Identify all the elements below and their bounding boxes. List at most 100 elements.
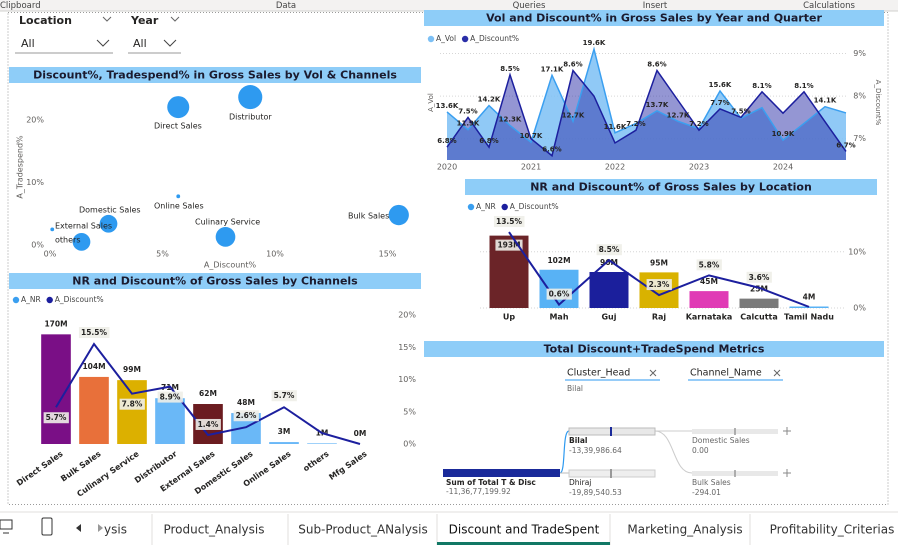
tree-root-bar[interactable] <box>443 469 560 477</box>
y2-tick-label: 10% <box>398 375 416 384</box>
ribbon-group-label: Queries <box>513 1 546 11</box>
page-tab[interactable]: Profitability_Criterias <box>770 523 895 537</box>
bar-label: 3M <box>278 427 291 436</box>
data-label: 10.7K <box>520 132 543 140</box>
title-bar <box>9 67 421 83</box>
legend-label: A_Discount% <box>470 34 519 43</box>
bar-label: 96M <box>600 258 618 267</box>
page-tab[interactable]: ysis <box>104 523 127 537</box>
next-page-icon[interactable] <box>98 524 103 532</box>
discount-label: 3.6% <box>749 273 770 282</box>
y-tick-label: 0% <box>31 241 44 250</box>
data-label: 6.6% <box>542 146 561 154</box>
expand-icon[interactable] <box>783 427 791 435</box>
data-label: 7.2% <box>626 120 645 128</box>
x-tick-label: 0% <box>44 250 57 259</box>
bar <box>307 443 337 444</box>
slicer-chevron[interactable] <box>102 16 112 22</box>
y-tick-label: 20% <box>26 116 44 125</box>
discount-label: 5.7% <box>46 413 67 422</box>
y2-axis-title: A_Discount% <box>874 80 882 126</box>
tree-node-value: -294.01 <box>692 488 721 497</box>
discount-line <box>55 342 361 445</box>
bar-label: 170M <box>44 319 67 328</box>
page-tab[interactable]: Marketing_Analysis <box>627 523 742 537</box>
x-tick-label: 2024 <box>773 163 793 172</box>
y-axis-title: A_Vol <box>427 93 435 112</box>
level-header[interactable]: Channel_Name <box>690 368 762 379</box>
prev-page-icon[interactable] <box>76 524 81 532</box>
x-tick-label: Mah <box>549 313 568 322</box>
x-tick-label: Tamil Nadu <box>784 313 834 322</box>
discount-label: 1.4% <box>198 420 219 429</box>
discount-label: 5.8% <box>699 260 720 269</box>
page-tab[interactable]: Discount and TradeSpent <box>449 523 600 537</box>
page-tab[interactable]: Sub-Product_ANalysis <box>298 523 428 537</box>
data-label: 10.9K <box>772 130 795 138</box>
bar-label: 99M <box>123 365 141 374</box>
bubble-label: Direct Sales <box>154 122 202 131</box>
tree-node-label: Bilal <box>569 436 588 445</box>
slicer-dropdown[interactable] <box>15 33 113 53</box>
slicer-value[interactable]: All <box>21 37 35 50</box>
slicer-label: Year <box>130 14 159 27</box>
title-bar <box>9 273 421 289</box>
bubble-label: Distributor <box>229 113 272 122</box>
data-label: 15.6K <box>709 81 732 89</box>
x-tick-label: 15% <box>379 250 397 259</box>
desktop-view-icon[interactable] <box>0 519 13 530</box>
tree-node-label: Dhiraj <box>569 478 591 487</box>
bar <box>739 298 779 308</box>
label-background <box>493 216 525 228</box>
ribbon-group-label: Data <box>276 1 296 11</box>
data-label: 14.2K <box>478 96 501 104</box>
x-tick-label: Guj <box>601 313 616 322</box>
remove-level-icon[interactable] <box>649 369 657 377</box>
mobile-view-icon[interactable] <box>41 517 53 536</box>
data-label: 17.1K <box>541 65 564 73</box>
label-background <box>195 418 221 430</box>
data-label: 19.6K <box>583 39 606 47</box>
x-tick-label: others <box>302 449 331 473</box>
bubble <box>388 204 409 226</box>
bubble-label: Online Sales <box>154 202 204 211</box>
dropdown-chevron[interactable] <box>163 39 177 47</box>
bar-label: 102M <box>547 256 570 265</box>
data-label: 13.6K <box>436 102 459 110</box>
bar-label: 62M <box>199 389 217 398</box>
dropdown-chevron[interactable] <box>96 39 110 47</box>
bar <box>689 291 729 308</box>
slicer-dropdown[interactable] <box>128 33 181 53</box>
slicer-value[interactable]: All <box>133 37 147 50</box>
x-tick-label: Calcutta <box>740 313 778 322</box>
expand-icon[interactable] <box>783 469 791 477</box>
level-filter: Bilal <box>567 384 583 393</box>
discount-label: 2.3% <box>649 280 670 289</box>
legend-label: A_Vol <box>436 34 456 43</box>
tree-node-label: Domestic Sales <box>692 436 750 445</box>
data-label: 12.7K <box>667 111 690 119</box>
slicer-chevron[interactable] <box>170 16 180 22</box>
tab-strip <box>0 512 898 545</box>
bubble <box>167 96 190 119</box>
page-tab[interactable]: Product_Analysis <box>163 523 264 537</box>
remove-level-icon[interactable] <box>773 369 781 377</box>
y2-tick-label: 8% <box>853 92 866 101</box>
bar-label: 4M <box>803 293 816 302</box>
legend-label: A_NR <box>476 202 496 211</box>
bubble <box>238 85 263 110</box>
data-label: 6.8% <box>479 137 498 145</box>
discount-label: 5.7% <box>274 391 295 400</box>
y-axis-title: A_Tradespend% <box>16 135 25 199</box>
label-background <box>78 327 110 339</box>
discount-label: 13.5% <box>496 217 523 226</box>
label-background <box>546 288 572 300</box>
x-tick-label: 5% <box>156 250 169 259</box>
x-tick-label: 2023 <box>689 163 709 172</box>
chart-title: NR and Discount% of Gross Sales by Locat… <box>530 181 812 194</box>
level-header[interactable]: Cluster_Head <box>567 368 630 379</box>
label-background <box>495 239 523 251</box>
x-tick-label: 10% <box>266 250 284 259</box>
area-line <box>446 68 847 158</box>
y2-tick-label: 20% <box>398 311 416 320</box>
